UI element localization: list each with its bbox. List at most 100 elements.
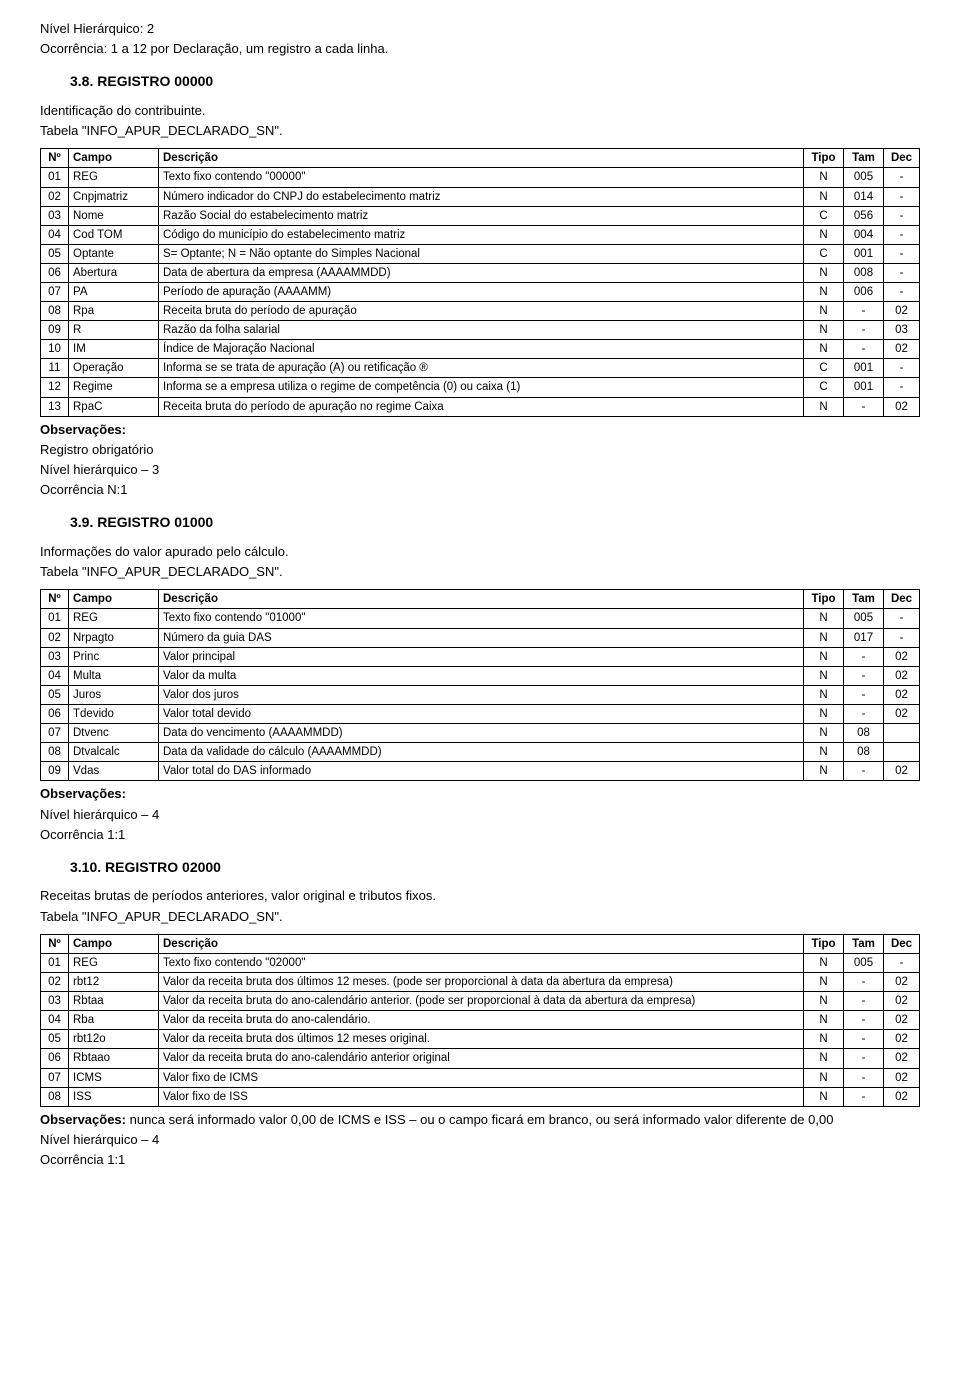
cell-no: 06 xyxy=(41,263,69,282)
cell-campo: ICMS xyxy=(69,1068,159,1087)
table-header-row: Nº Campo Descrição Tipo Tam Dec xyxy=(41,934,920,953)
th-tam: Tam xyxy=(844,149,884,168)
cell-desc: Valor total do DAS informado xyxy=(159,762,804,781)
th-tam: Tam xyxy=(844,590,884,609)
cell-tipo: C xyxy=(804,359,844,378)
cell-tipo: N xyxy=(804,685,844,704)
cell-desc: Razão da folha salarial xyxy=(159,321,804,340)
table-310: Nº Campo Descrição Tipo Tam Dec 01REGTex… xyxy=(40,934,920,1107)
cell-no: 11 xyxy=(41,359,69,378)
th-desc: Descrição xyxy=(159,590,804,609)
cell-campo: Operação xyxy=(69,359,159,378)
cell-tam: - xyxy=(844,1011,884,1030)
cell-campo: Nrpagto xyxy=(69,628,159,647)
table-row: 09VdasValor total do DAS informadoN-02 xyxy=(41,762,920,781)
sec39-line2: Tabela "INFO_APUR_DECLARADO_SN". xyxy=(40,563,920,581)
cell-dec: 02 xyxy=(884,302,920,321)
cell-tipo: N xyxy=(804,302,844,321)
cell-campo: Dtvalcalc xyxy=(69,743,159,762)
cell-tam: 004 xyxy=(844,225,884,244)
cell-dec: 02 xyxy=(884,685,920,704)
sec39-obs-label: Observações: xyxy=(40,786,126,801)
cell-campo: PA xyxy=(69,283,159,302)
table-row: 11OperaçãoInforma se se trata de apuraçã… xyxy=(41,359,920,378)
cell-tam: 005 xyxy=(844,609,884,628)
cell-campo: Multa xyxy=(69,666,159,685)
cell-desc: Valor da multa xyxy=(159,666,804,685)
cell-campo: Rbtaa xyxy=(69,992,159,1011)
cell-tam: 001 xyxy=(844,244,884,263)
cell-campo: R xyxy=(69,321,159,340)
cell-tipo: N xyxy=(804,724,844,743)
cell-dec: 02 xyxy=(884,973,920,992)
cell-no: 03 xyxy=(41,206,69,225)
cell-no: 01 xyxy=(41,168,69,187)
th-dec: Dec xyxy=(884,934,920,953)
table-row: 06TdevidoValor total devidoN-02 xyxy=(41,704,920,723)
sec310-obs-label: Observações: xyxy=(40,1112,126,1127)
cell-desc: Valor fixo de ISS xyxy=(159,1087,804,1106)
cell-campo: ISS xyxy=(69,1087,159,1106)
cell-campo: Cnpjmatriz xyxy=(69,187,159,206)
cell-no: 03 xyxy=(41,992,69,1011)
cell-tam: - xyxy=(844,1030,884,1049)
cell-tipo: N xyxy=(804,609,844,628)
cell-tipo: N xyxy=(804,762,844,781)
cell-tam: - xyxy=(844,1087,884,1106)
cell-desc: Data de abertura da empresa (AAAAMMDD) xyxy=(159,263,804,282)
cell-tam: 005 xyxy=(844,953,884,972)
cell-dec: 02 xyxy=(884,1049,920,1068)
cell-no: 08 xyxy=(41,743,69,762)
cell-no: 09 xyxy=(41,762,69,781)
cell-no: 04 xyxy=(41,225,69,244)
cell-dec: 02 xyxy=(884,647,920,666)
cell-dec: - xyxy=(884,244,920,263)
table-header-row: Nº Campo Descrição Tipo Tam Dec xyxy=(41,149,920,168)
cell-tipo: N xyxy=(804,1030,844,1049)
sec38-title: 3.8. REGISTRO 00000 xyxy=(70,72,920,92)
sec310-obs-text: nunca será informado valor 0,00 de ICMS … xyxy=(126,1112,833,1127)
table-row: 03NomeRazão Social do estabelecimento ma… xyxy=(41,206,920,225)
cell-dec: - xyxy=(884,378,920,397)
cell-campo: REG xyxy=(69,953,159,972)
cell-dec: 02 xyxy=(884,1068,920,1087)
cell-desc: Informa se a empresa utiliza o regime de… xyxy=(159,378,804,397)
cell-desc: Valor dos juros xyxy=(159,685,804,704)
cell-dec: - xyxy=(884,168,920,187)
cell-tam: 056 xyxy=(844,206,884,225)
table-header-row: Nº Campo Descrição Tipo Tam Dec xyxy=(41,590,920,609)
th-no: Nº xyxy=(41,934,69,953)
cell-tipo: N xyxy=(804,973,844,992)
cell-tam: - xyxy=(844,647,884,666)
cell-campo: RpaC xyxy=(69,397,159,416)
cell-tipo: N xyxy=(804,647,844,666)
cell-dec xyxy=(884,724,920,743)
cell-tipo: N xyxy=(804,666,844,685)
table-row: 09RRazão da folha salarialN-03 xyxy=(41,321,920,340)
cell-desc: Valor principal xyxy=(159,647,804,666)
cell-tipo: N xyxy=(804,992,844,1011)
cell-dec: 02 xyxy=(884,762,920,781)
table-row: 07ICMSValor fixo de ICMSN-02 xyxy=(41,1068,920,1087)
cell-tipo: N xyxy=(804,628,844,647)
table-row: 06AberturaData de abertura da empresa (A… xyxy=(41,263,920,282)
cell-tam: - xyxy=(844,704,884,723)
cell-desc: Texto fixo contendo "02000" xyxy=(159,953,804,972)
cell-desc: Receita bruta do período de apuração no … xyxy=(159,397,804,416)
cell-tipo: N xyxy=(804,1068,844,1087)
table-row: 13RpaCReceita bruta do período de apuraç… xyxy=(41,397,920,416)
cell-campo: Juros xyxy=(69,685,159,704)
cell-tam: - xyxy=(844,762,884,781)
cell-campo: Vdas xyxy=(69,762,159,781)
table-39: Nº Campo Descrição Tipo Tam Dec 01REGTex… xyxy=(40,589,920,781)
cell-campo: Optante xyxy=(69,244,159,263)
cell-tam: - xyxy=(844,397,884,416)
cell-tam: 005 xyxy=(844,168,884,187)
cell-tipo: N xyxy=(804,340,844,359)
sec38-obs2: Nível hierárquico – 3 xyxy=(40,461,920,479)
cell-dec xyxy=(884,743,920,762)
sec38-obs-label: Observações: xyxy=(40,422,126,437)
cell-dec: 02 xyxy=(884,1087,920,1106)
cell-dec: - xyxy=(884,263,920,282)
cell-dec: - xyxy=(884,953,920,972)
